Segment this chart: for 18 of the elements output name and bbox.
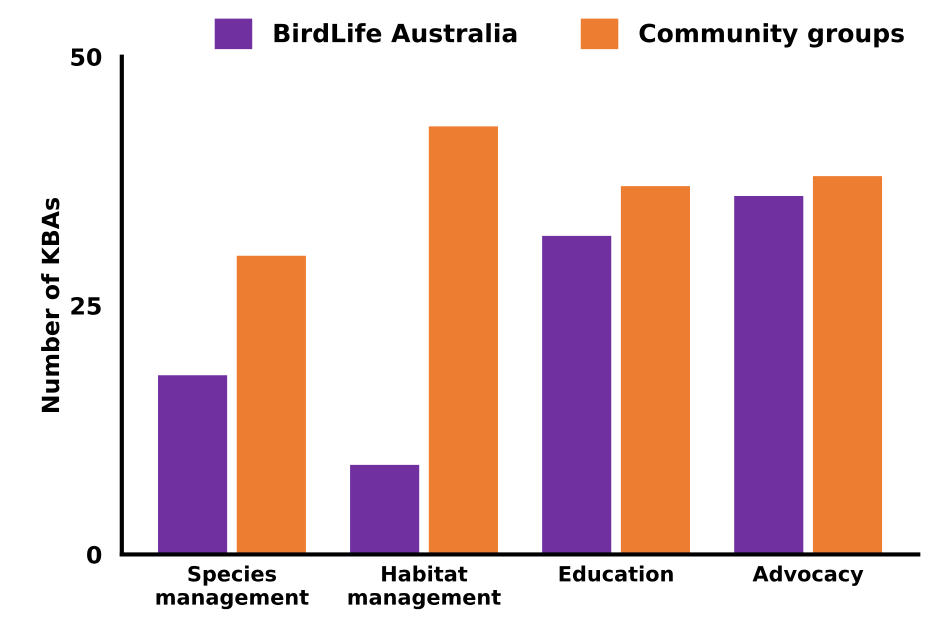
bar [620,186,690,554]
bar [350,464,420,554]
legend-label: Community groups [640,23,904,48]
x-tick-label: Advocacy [752,566,864,586]
bar [812,176,882,554]
bar [734,196,804,554]
x-tick-label: Species management [156,566,309,610]
x-tick-label: Habitat management [348,566,501,610]
bar [158,375,228,554]
x-tick-label: Education [560,566,673,582]
bar [236,256,306,554]
y-tick-label: 50 [71,48,102,66]
y-tick-label: 0 [87,546,102,564]
bar [542,236,612,554]
bar [428,126,498,554]
legend-label: BirdLife Australia [274,23,516,43]
y-axis-title: Number of KBAs [41,198,60,412]
y-tick-label: 25 [71,296,101,315]
